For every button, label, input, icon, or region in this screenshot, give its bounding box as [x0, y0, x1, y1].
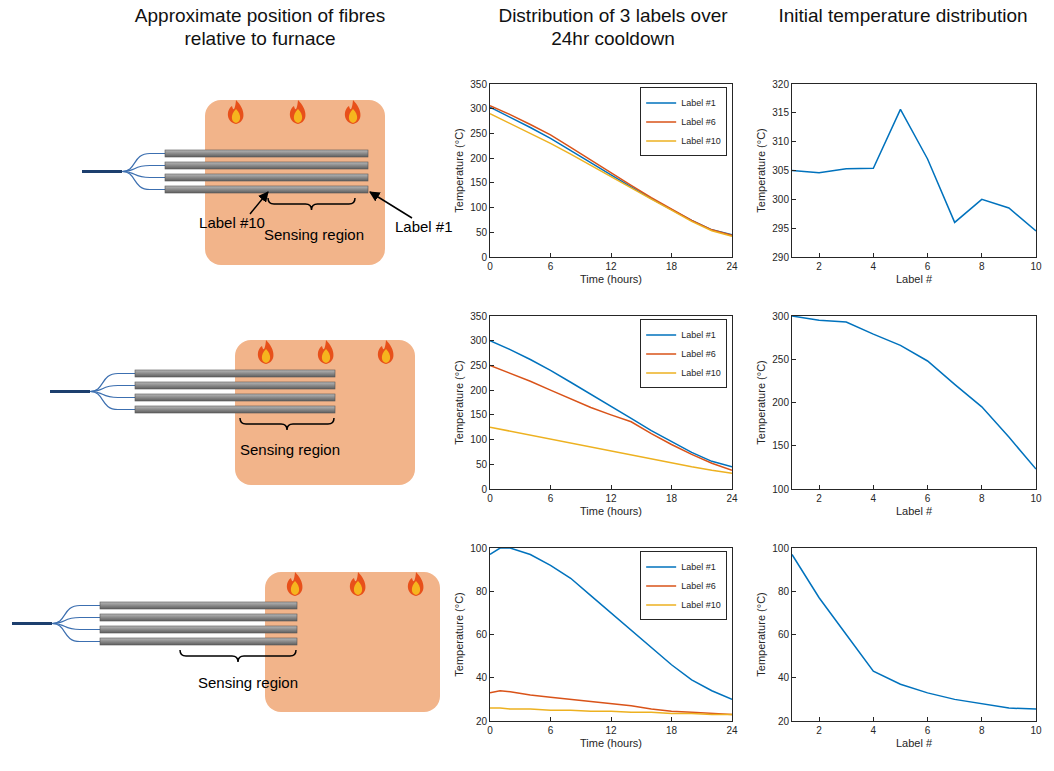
svg-text:150: 150 [470, 409, 487, 420]
svg-text:Sensing region: Sensing region [198, 674, 298, 691]
svg-text:Temperature (°C): Temperature (°C) [755, 128, 767, 212]
svg-text:18: 18 [666, 493, 678, 504]
svg-text:8: 8 [979, 725, 985, 736]
svg-text:6: 6 [925, 493, 931, 504]
svg-text:0: 0 [481, 484, 487, 495]
svg-text:10: 10 [1030, 493, 1042, 504]
svg-text:200: 200 [772, 397, 789, 408]
svg-text:20: 20 [476, 716, 488, 727]
svg-text:305: 305 [772, 165, 789, 176]
svg-text:300: 300 [772, 311, 789, 322]
svg-text:100: 100 [772, 543, 789, 554]
svg-text:Label #1: Label #1 [681, 98, 716, 108]
svg-text:20: 20 [778, 716, 790, 727]
svg-text:Temperature (°C): Temperature (°C) [453, 128, 465, 212]
svg-text:300: 300 [772, 194, 789, 205]
svg-text:4: 4 [871, 261, 877, 272]
svg-text:12: 12 [605, 493, 617, 504]
html-text:Initial temperature distributi: Initial temperature distribution [778, 5, 1028, 26]
svg-text:Label #: Label # [896, 737, 933, 749]
svg-text:8: 8 [979, 261, 985, 272]
svg-text:250: 250 [772, 354, 789, 365]
svg-text:300: 300 [470, 335, 487, 346]
svg-text:10: 10 [1030, 261, 1042, 272]
svg-text:Label #10: Label #10 [681, 600, 721, 610]
svg-text:4: 4 [871, 493, 877, 504]
svg-text:2: 2 [816, 493, 822, 504]
svg-text:40: 40 [778, 672, 790, 683]
svg-text:2: 2 [816, 261, 822, 272]
svg-text:150: 150 [470, 177, 487, 188]
svg-text:Sensing region: Sensing region [240, 441, 340, 458]
svg-text:0: 0 [487, 261, 493, 272]
svg-text:80: 80 [778, 586, 790, 597]
svg-text:Label #: Label # [896, 505, 933, 517]
svg-text:Temperature (°C): Temperature (°C) [755, 592, 767, 676]
svg-text:200: 200 [470, 385, 487, 396]
svg-text:6: 6 [925, 261, 931, 272]
svg-text:Label #10: Label #10 [199, 214, 265, 231]
svg-text:Label #10: Label #10 [681, 136, 721, 146]
html-text:Distribution of 3 labels over: Distribution of 3 labels over 24hr coold… [498, 5, 728, 49]
svg-text:Label #6: Label #6 [681, 581, 716, 591]
svg-text:12: 12 [605, 261, 617, 272]
svg-text:80: 80 [476, 586, 488, 597]
svg-text:290: 290 [772, 252, 789, 263]
svg-text:6: 6 [548, 725, 554, 736]
svg-text:100: 100 [772, 484, 789, 495]
svg-text:24: 24 [726, 261, 738, 272]
svg-text:350: 350 [470, 79, 487, 90]
svg-text:Label #1: Label #1 [681, 562, 716, 572]
svg-text:6: 6 [925, 725, 931, 736]
svg-text:100: 100 [470, 543, 487, 554]
svg-text:Label #: Label # [896, 273, 933, 285]
svg-text:Label #10: Label #10 [681, 368, 721, 378]
svg-text:295: 295 [772, 223, 789, 234]
svg-text:0: 0 [481, 252, 487, 263]
svg-text:Sensing region: Sensing region [264, 226, 364, 243]
svg-text:6: 6 [548, 261, 554, 272]
svg-text:320: 320 [772, 79, 789, 90]
svg-text:60: 60 [476, 629, 488, 640]
svg-text:Temperature (°C): Temperature (°C) [755, 360, 767, 444]
svg-text:100: 100 [470, 202, 487, 213]
svg-text:315: 315 [772, 107, 789, 118]
svg-text:24: 24 [726, 725, 738, 736]
svg-text:Time (hours): Time (hours) [580, 737, 642, 749]
svg-text:50: 50 [476, 227, 488, 238]
svg-text:Time (hours): Time (hours) [580, 505, 642, 517]
svg-text:60: 60 [778, 629, 790, 640]
svg-text:250: 250 [470, 128, 487, 139]
svg-text:100: 100 [470, 434, 487, 445]
svg-text:12: 12 [605, 725, 617, 736]
svg-text:0: 0 [487, 493, 493, 504]
svg-text:310: 310 [772, 136, 789, 147]
svg-text:Time (hours): Time (hours) [580, 273, 642, 285]
svg-text:Label #6: Label #6 [681, 349, 716, 359]
svg-text:8: 8 [979, 493, 985, 504]
svg-text:50: 50 [476, 459, 488, 470]
svg-text:Temperature (°C): Temperature (°C) [453, 360, 465, 444]
svg-text:350: 350 [470, 311, 487, 322]
svg-text:Label #1: Label #1 [681, 330, 716, 340]
svg-text:250: 250 [470, 360, 487, 371]
svg-text:2: 2 [816, 725, 822, 736]
svg-text:10: 10 [1030, 725, 1042, 736]
svg-text:6: 6 [548, 493, 554, 504]
html-text:Approximate position of fibres: Approximate position of fibres relative … [134, 5, 386, 49]
svg-text:Label #1: Label #1 [395, 218, 453, 235]
svg-text:18: 18 [666, 725, 678, 736]
svg-text:40: 40 [476, 672, 488, 683]
svg-text:0: 0 [487, 725, 493, 736]
svg-text:150: 150 [772, 440, 789, 451]
svg-text:18: 18 [666, 261, 678, 272]
svg-text:24: 24 [726, 493, 738, 504]
svg-text:300: 300 [470, 103, 487, 114]
svg-text:200: 200 [470, 153, 487, 164]
svg-text:Label #6: Label #6 [681, 117, 716, 127]
svg-text:4: 4 [871, 725, 877, 736]
svg-text:Temperature (°C): Temperature (°C) [453, 592, 465, 676]
